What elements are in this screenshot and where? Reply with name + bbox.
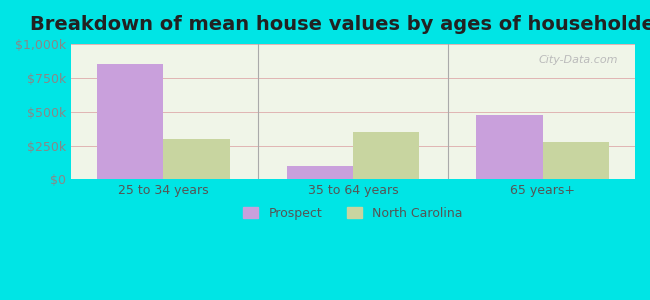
Bar — [353, 132, 419, 179]
Bar — [543, 142, 609, 179]
Text: City-Data.com: City-Data.com — [539, 55, 618, 65]
Bar — [163, 139, 229, 179]
Bar — [97, 64, 163, 179]
Bar — [287, 166, 353, 179]
Legend: Prospect, North Carolina: Prospect, North Carolina — [239, 202, 467, 225]
Title: Breakdown of mean house values by ages of householders: Breakdown of mean house values by ages o… — [30, 15, 650, 34]
Bar — [476, 115, 543, 179]
